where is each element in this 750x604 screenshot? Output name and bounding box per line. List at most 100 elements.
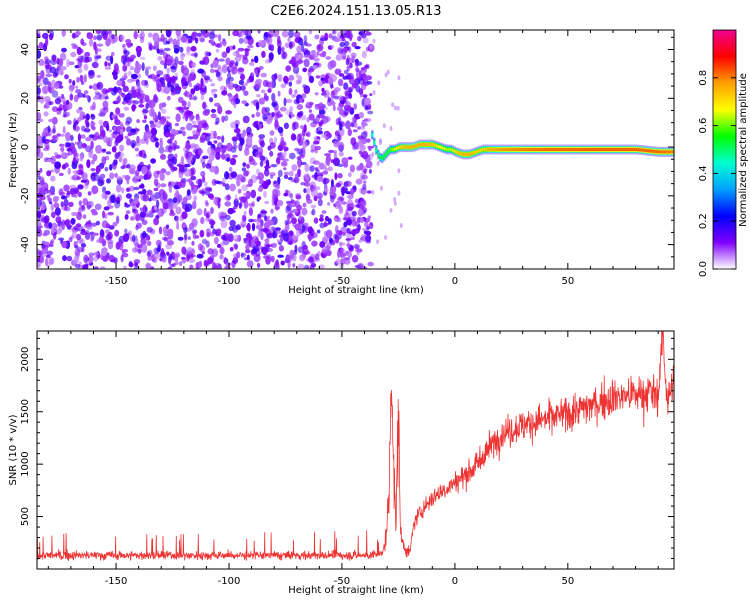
noise-cell: [217, 76, 223, 82]
noise-cell: [39, 187, 43, 194]
noise-cell: [50, 203, 54, 211]
noise-cell: [181, 246, 187, 255]
noise-cell: [182, 130, 186, 137]
noise-cell: [202, 155, 209, 160]
noise-cell: [91, 61, 99, 69]
noise-cell: [187, 236, 191, 241]
signal-cell: [411, 145, 414, 149]
noise-cell: [242, 162, 247, 168]
noise-cell: [267, 88, 272, 93]
noise-cell: [170, 164, 175, 173]
noise-cell: [365, 118, 372, 123]
noise-cell: [321, 79, 326, 85]
noise-cell: [310, 121, 317, 128]
noise-cell: [270, 164, 278, 168]
noise-cell: [48, 201, 53, 205]
noise-cell: [63, 206, 71, 212]
noise-cell: [262, 227, 269, 233]
noise-cell: [184, 207, 190, 212]
noise-cell: [355, 67, 360, 72]
signal-cell: [463, 152, 466, 156]
noise-cell: [200, 94, 205, 101]
noise-cell: [81, 125, 86, 132]
noise-cell: [350, 122, 355, 128]
noise-cell: [60, 66, 67, 71]
noise-cell: [251, 223, 256, 232]
signal-cell: [427, 143, 430, 147]
noise-cell: [294, 173, 299, 179]
noise-cell: [291, 94, 296, 98]
noise-cell: [172, 131, 178, 135]
noise-cell: [264, 215, 268, 222]
noise-cell: [134, 262, 139, 267]
noise-cell: [278, 241, 282, 246]
noise-cell: [56, 107, 63, 112]
noise-cell: [257, 213, 262, 219]
signal-cell: [533, 148, 536, 151]
noise-cell: [351, 55, 355, 64]
noise-cell: [305, 187, 311, 196]
noise-cell: [277, 90, 281, 97]
noise-cell: [366, 81, 373, 85]
noise-cell: [324, 188, 329, 193]
signal-cell: [649, 149, 652, 153]
noise-cell: [224, 265, 231, 269]
noise-cell: [366, 138, 371, 143]
noise-cell: [212, 59, 219, 68]
noise-cell: [183, 106, 190, 111]
noise-cell: [142, 109, 149, 114]
noise-cell: [281, 46, 285, 52]
signal-cell: [523, 148, 526, 151]
noise-cell: [99, 229, 105, 238]
noise-cell: [371, 151, 375, 157]
noise-cell: [208, 32, 216, 40]
noise-cell: [361, 150, 369, 160]
noise-cell: [139, 56, 146, 61]
noise-cell: [198, 148, 204, 155]
noise-cell: [244, 147, 250, 156]
noise-cell: [141, 62, 145, 72]
noise-cell: [382, 123, 386, 129]
noise-cell: [229, 219, 236, 227]
noise-cell: [40, 70, 45, 79]
noise-cell: [45, 40, 49, 47]
noise-cell: [319, 222, 325, 229]
noise-cell: [369, 93, 373, 97]
noise-cell: [117, 90, 123, 94]
noise-cell: [154, 39, 160, 49]
noise-cell: [276, 200, 284, 207]
noise-cell: [146, 240, 152, 246]
noise-cell: [153, 247, 160, 254]
noise-cell: [155, 199, 160, 209]
signal-cell: [627, 148, 630, 151]
noise-cell: [213, 102, 221, 107]
noise-cell: [266, 36, 273, 45]
signal-cell: [543, 148, 546, 151]
noise-cell: [271, 111, 276, 118]
noise-cell: [347, 194, 354, 199]
noise-cell: [293, 176, 300, 184]
noise-cell: [76, 58, 80, 62]
noise-cell: [347, 128, 352, 137]
noise-cell: [119, 34, 125, 42]
noise-cell: [82, 198, 88, 206]
noise-cell: [239, 137, 244, 147]
noise-cell: [397, 190, 401, 196]
noise-cell: [130, 139, 137, 148]
noise-cell: [68, 236, 73, 243]
noise-cell: [219, 41, 227, 45]
noise-cell: [137, 191, 144, 195]
noise-cell: [135, 45, 142, 54]
noise-cell: [138, 175, 145, 180]
signal-cell: [555, 148, 558, 151]
noise-cell: [58, 172, 64, 177]
noise-cell: [145, 234, 151, 241]
noise-cell: [351, 210, 357, 217]
noise-cell: [179, 164, 184, 170]
signal-cell: [373, 140, 376, 144]
noise-cell: [220, 219, 228, 229]
noise-cell: [358, 239, 362, 243]
signal-cell: [491, 148, 494, 151]
noise-cell: [245, 136, 253, 146]
noise-cell: [377, 80, 381, 86]
